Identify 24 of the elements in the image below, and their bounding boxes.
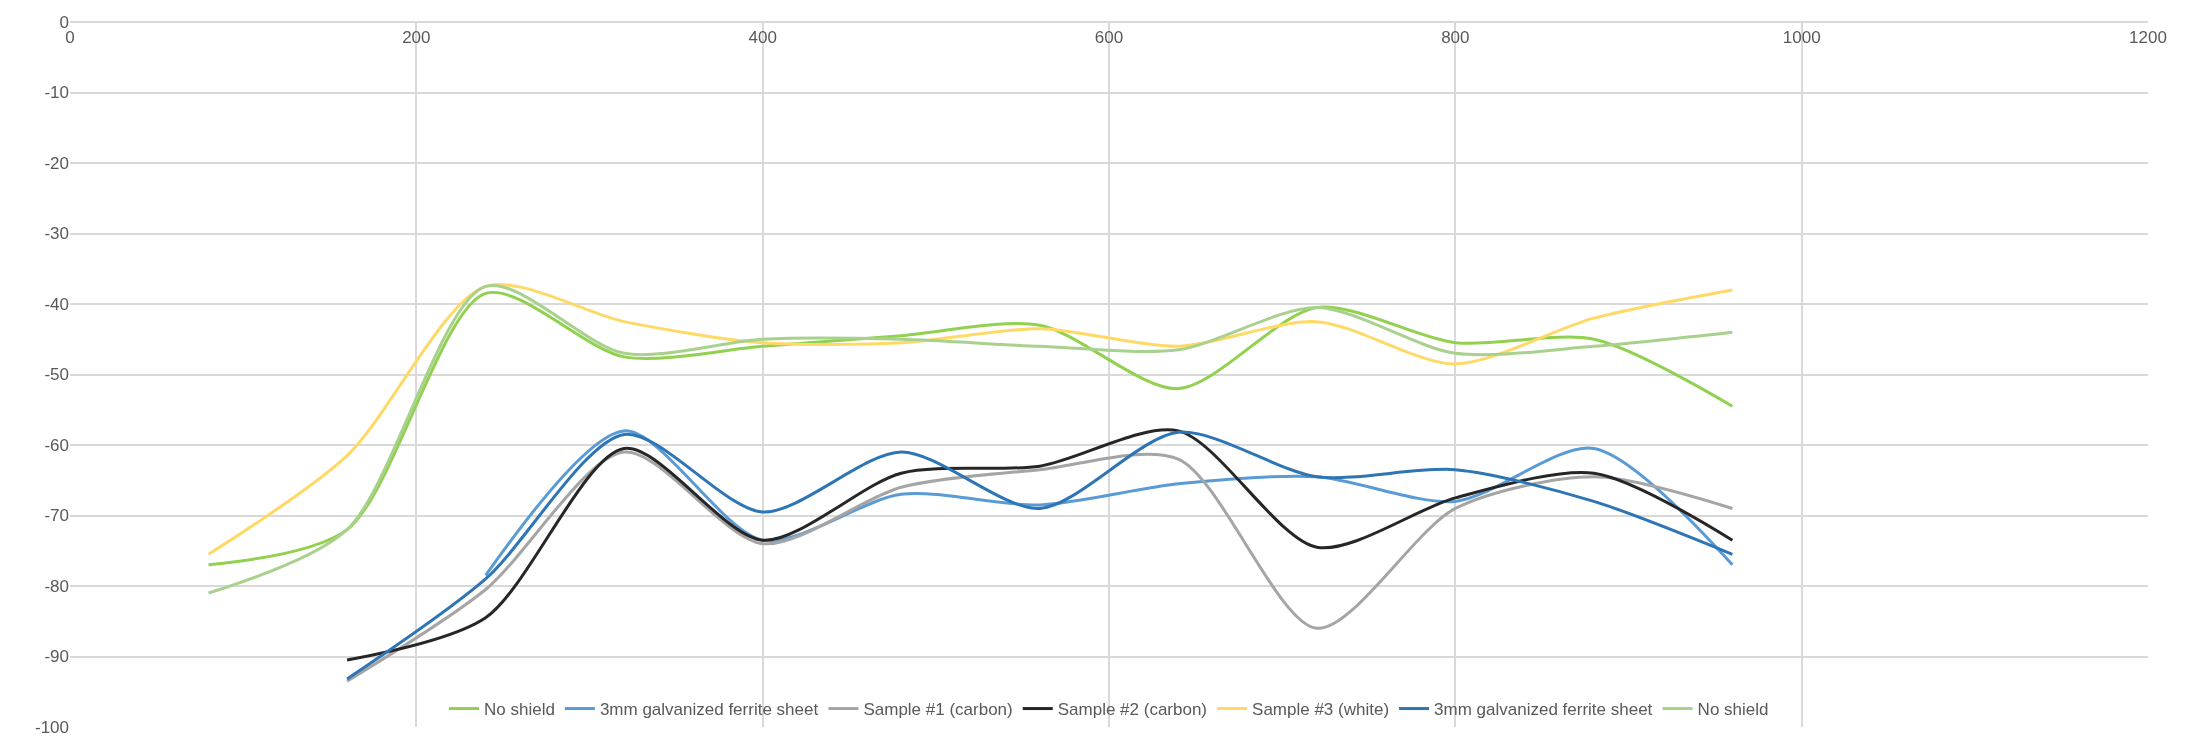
legend-label: No shield [484, 700, 555, 720]
legend-label: Sample #3 (white) [1252, 700, 1390, 720]
y-tick-label: -80 [44, 576, 69, 596]
x-tick-label: 1200 [2129, 28, 2167, 48]
x-tick-label: 600 [1094, 28, 1124, 48]
legend-label: 3mm galvanized ferrite sheet [1434, 700, 1653, 720]
x-tick-label: 800 [1441, 28, 1470, 48]
y-tick-label: -70 [44, 506, 69, 526]
y-tick-label: -20 [44, 153, 69, 173]
y-tick-label: -100 [34, 717, 69, 737]
x-tick-label: 200 [402, 28, 431, 48]
y-tick-label: -30 [44, 224, 69, 244]
legend-label: Sample #2 (carbon) [1057, 700, 1208, 720]
legend-label: No shield [1697, 700, 1769, 720]
legend-label: Sample #1 (carbon) [863, 700, 1013, 720]
x-tick-label: 400 [748, 28, 777, 48]
legend-label: 3mm galvanized ferrite sheet [599, 700, 819, 720]
y-tick-label: -40 [44, 294, 69, 314]
y-tick-label: -90 [44, 647, 69, 667]
y-tick-label: -50 [44, 365, 69, 385]
y-tick-label: -60 [44, 435, 69, 455]
x-tick-label: 1000 [1782, 28, 1821, 48]
y-tick-label: -10 [44, 83, 69, 103]
y-tick-label: 0 [59, 12, 69, 32]
